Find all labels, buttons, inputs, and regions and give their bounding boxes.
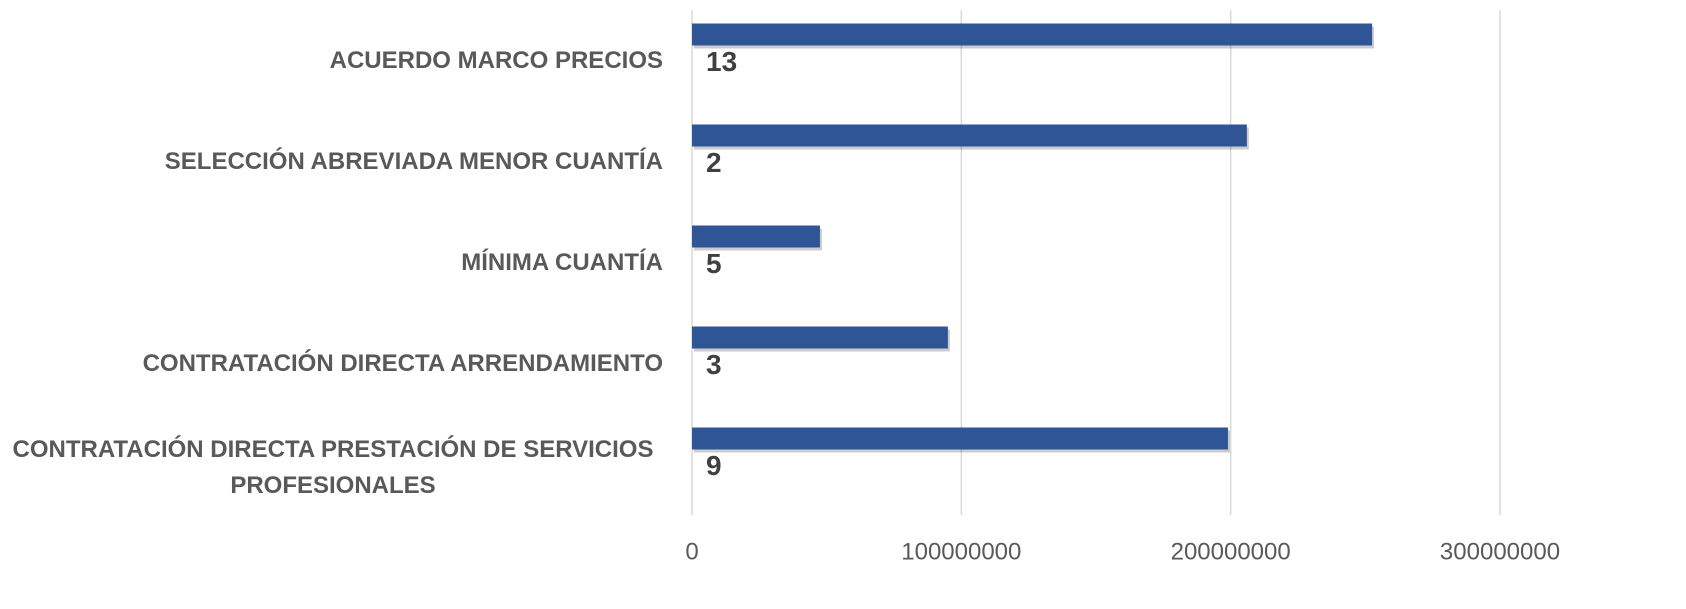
count-label: 2: [706, 147, 722, 178]
count-label: 13: [706, 46, 737, 77]
bar: [692, 225, 820, 248]
bar: [692, 326, 948, 349]
category-label: CONTRATACIÓN DIRECTA PRESTACIÓN DE SERVI…: [12, 435, 654, 499]
category-label: SELECCIÓN ABREVIADA MENOR CUANTÍA: [164, 147, 663, 175]
count-label: 3: [706, 349, 722, 380]
category-label: CONTRATACIÓN DIRECTA ARRENDAMIENTO: [142, 349, 663, 377]
bar: [692, 427, 1228, 450]
x-tick-label: 0: [685, 538, 698, 565]
category-label: ACUERDO MARCO PRECIOS: [329, 46, 663, 74]
count-label: 9: [706, 450, 722, 481]
bar: [692, 23, 1373, 46]
x-tick-label: 200000000: [1171, 538, 1291, 565]
x-tick-label: 300000000: [1440, 538, 1560, 565]
category-label: MÍNIMA CUANTÍA: [461, 248, 663, 276]
x-tick-label: 100000000: [901, 538, 1021, 565]
count-label: 5: [706, 248, 722, 279]
bar: [692, 124, 1247, 147]
